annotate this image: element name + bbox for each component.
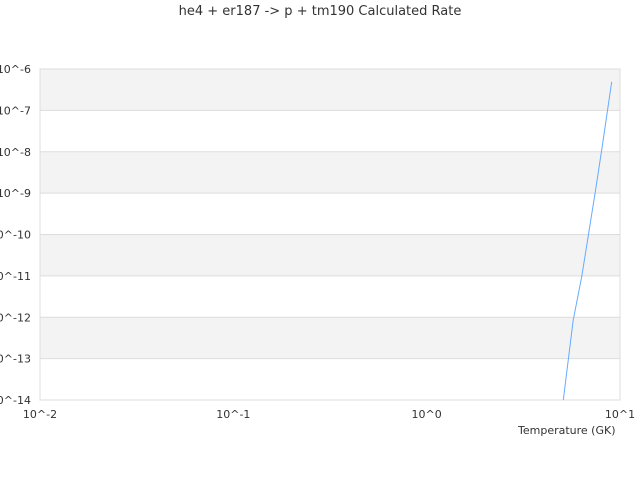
grid-band (40, 358, 620, 400)
y-tick-label: 10^-10 (0, 229, 31, 242)
plot-border (39, 68, 621, 401)
y-tick-label: 10^-9 (0, 187, 31, 200)
grid-band (40, 234, 620, 276)
y-tick-label: 10^-12 (0, 311, 31, 324)
y-tick-label: 10^-8 (0, 146, 31, 159)
x-tick-label: 10^0 (412, 408, 442, 421)
x-axis-label: Temperature (GK) (518, 424, 616, 437)
y-tick-label: 10^-13 (0, 353, 31, 366)
y-tick-label: 10^-6 (0, 63, 31, 76)
grid-band (40, 193, 620, 235)
x-tick-label: 10^-2 (23, 408, 57, 421)
grid-band (40, 110, 620, 152)
y-tick-label: 10^-14 (0, 394, 31, 407)
grid-band (40, 151, 620, 194)
x-tick-label: 10^1 (605, 408, 635, 421)
chart-title: he4 + er187 -> p + tm190 Calculated Rate (178, 4, 462, 19)
grid-band (40, 69, 620, 111)
series-line (562, 81, 613, 401)
y-tick-label: 10^-11 (0, 270, 31, 283)
y-tick-label: 10^-7 (0, 104, 31, 117)
grid-band (40, 317, 620, 359)
x-tick-label: 10^-1 (216, 408, 250, 421)
grid-band (40, 275, 620, 318)
